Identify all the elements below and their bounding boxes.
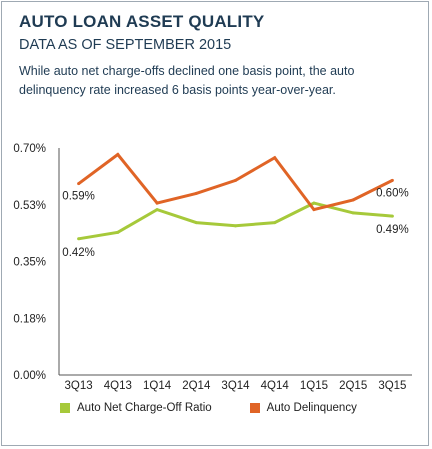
y-tick-label: 0.18% [13, 313, 46, 325]
legend-item-delinquency: Auto Delinquency [249, 402, 357, 414]
chart-title: AUTO LOAN ASSET QUALITY [19, 12, 265, 31]
data-point [273, 156, 277, 160]
x-tick-label: 4Q13 [104, 380, 132, 392]
data-point [351, 198, 355, 202]
y-tick-label: 0.70% [13, 143, 46, 155]
chart-series [77, 152, 394, 241]
x-tick-label: 4Q14 [261, 380, 290, 392]
legend-label-delinquency: Auto Delinquency [266, 402, 357, 414]
x-tick-label: 2Q14 [182, 380, 211, 392]
data-point [351, 211, 355, 215]
legend-swatch-delinquency [249, 403, 260, 413]
data-label: 0.42% [62, 247, 95, 259]
chart-subtitle: DATA AS OF SEPTEMBER 2015 [19, 37, 232, 53]
x-tick-label: 3Q15 [378, 380, 406, 392]
x-tick-label: 3Q14 [221, 380, 250, 392]
y-tick-label: 0.35% [13, 257, 46, 269]
x-tick-label: 3Q13 [65, 380, 93, 392]
x-tick-label: 2Q15 [339, 380, 367, 392]
data-point [312, 201, 316, 205]
data-point [234, 178, 237, 182]
data-point [194, 221, 198, 225]
data-point [390, 178, 394, 182]
data-point [116, 230, 120, 234]
y-tick-label: 0.00% [13, 370, 46, 382]
x-tick-label: 1Q14 [143, 380, 172, 392]
data-point [77, 182, 81, 186]
data-label: 0.59% [62, 191, 95, 203]
series-line-1 [77, 152, 394, 212]
data-point [155, 208, 159, 212]
data-point [234, 224, 237, 228]
chart-data-labels: 0.59% 0.42% 0.60% 0.49% [62, 187, 408, 258]
chart-tick-labels: 0.00% 0.18% 0.35% 0.53% 0.70% 3Q13 4Q13 1Q14 2Q1… [13, 143, 406, 392]
data-point [77, 237, 81, 241]
data-point [312, 208, 316, 212]
legend-label-charge-off: Auto Net Charge-Off Ratio [77, 402, 212, 414]
chart-legend: Auto Net Charge-Off Ratio Auto Delinquen… [60, 402, 357, 414]
y-tick-label: 0.53% [13, 200, 46, 212]
chart-axes [58, 148, 412, 376]
x-tick-label: 1Q15 [300, 380, 328, 392]
data-point [194, 191, 198, 195]
data-label: 0.49% [376, 224, 409, 236]
data-point [390, 214, 394, 218]
legend-item-charge-off: Auto Net Charge-Off Ratio [60, 402, 212, 414]
legend-swatch-charge-off [60, 403, 70, 413]
data-point [155, 201, 159, 205]
data-point [116, 152, 120, 156]
data-point [273, 221, 277, 225]
data-label: 0.60% [376, 187, 409, 199]
chart-description: While auto net charge-offs declined one … [19, 64, 355, 97]
series-line-0 [78, 201, 393, 241]
